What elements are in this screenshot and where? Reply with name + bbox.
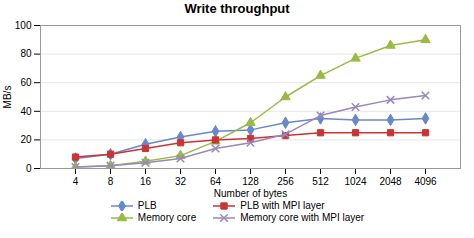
- svg-text:4096: 4096: [414, 176, 437, 187]
- html-text:Write throughput: Write throughput: [184, 1, 290, 16]
- svg-text:16: 16: [140, 176, 152, 187]
- svg-text:MB/s: MB/s: [2, 86, 13, 109]
- svg-text:80: 80: [20, 48, 32, 59]
- svg-text:40: 40: [20, 106, 32, 117]
- svg-text:1024: 1024: [344, 176, 367, 187]
- svg-text:64: 64: [210, 176, 222, 187]
- svg-text:60: 60: [20, 77, 32, 88]
- svg-text:128: 128: [242, 176, 259, 187]
- svg-text:512: 512: [312, 176, 329, 187]
- html-text:Memory core: Memory core: [137, 212, 197, 223]
- html-text:PLB with MPI layer: PLB with MPI layer: [240, 200, 325, 211]
- svg-text:0: 0: [26, 163, 32, 174]
- svg-text:100: 100: [15, 20, 32, 31]
- svg-text:2048: 2048: [379, 176, 402, 187]
- html-text:PLB: PLB: [137, 200, 157, 211]
- html-text:Memory core with MPI layer: Memory core with MPI layer: [240, 212, 365, 223]
- svg-text:256: 256: [277, 176, 294, 187]
- svg-text:4: 4: [73, 176, 79, 187]
- svg-text:20: 20: [20, 134, 32, 145]
- svg-text:8: 8: [108, 176, 114, 187]
- svg-text:Number of bytes: Number of bytes: [214, 188, 287, 199]
- svg-text:32: 32: [175, 176, 187, 187]
